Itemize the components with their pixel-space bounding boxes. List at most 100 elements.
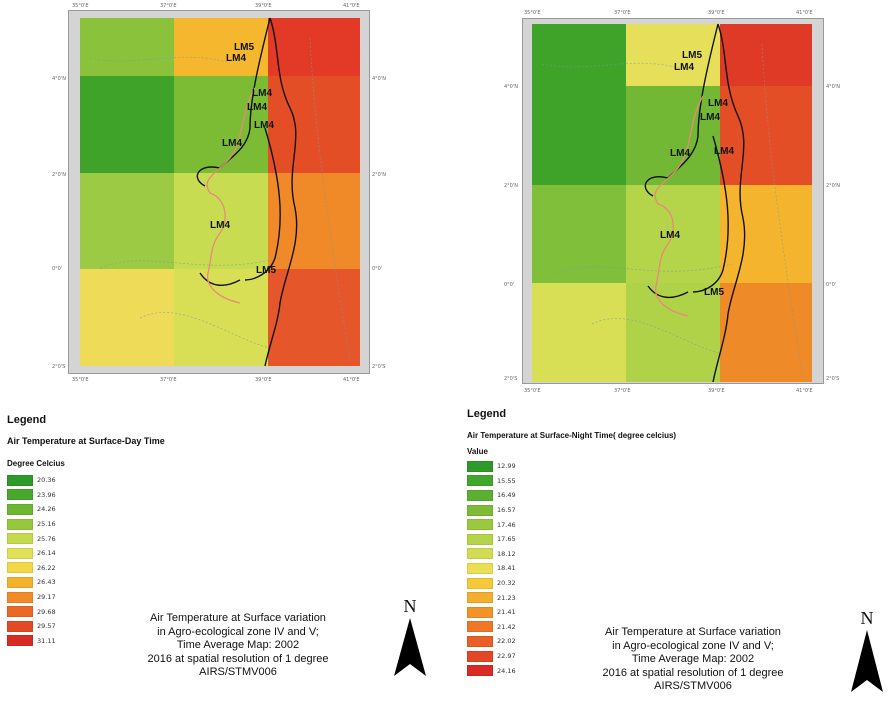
legend-value: 15.55	[497, 476, 516, 485]
caption-line: Time Average Map: 2002	[631, 653, 755, 665]
legend-swatch	[7, 547, 33, 559]
legend-value: 24.26	[37, 505, 56, 514]
legend-swatch	[467, 475, 493, 487]
legend-value: 12.99	[497, 462, 516, 471]
legend-swatch	[7, 474, 33, 486]
grid-cell	[268, 173, 360, 269]
zone-label: LM5	[704, 287, 724, 298]
legend-value: 26.43	[37, 578, 56, 587]
legend-swatch	[467, 606, 493, 618]
tick-label: 37°0'E	[160, 3, 177, 9]
legend-item: 21.41	[467, 605, 516, 620]
legend-swatch	[467, 650, 493, 662]
legend-swatch	[7, 518, 33, 530]
tick-label: 4°0'N	[826, 84, 840, 90]
legend-swatch	[467, 533, 493, 545]
grid-cell	[720, 185, 812, 283]
north-letter: N	[860, 608, 874, 628]
legend-value: 16.49	[497, 491, 516, 500]
grid-cell	[626, 283, 720, 382]
legend-swatch	[7, 620, 33, 632]
legend-value: 26.22	[37, 563, 56, 572]
grid-cell	[80, 173, 174, 269]
legend-value: 18.41	[497, 564, 516, 573]
legend-item: 29.57	[7, 619, 56, 634]
caption-line: 2016 at spatial resolution of 1 degree	[602, 666, 784, 679]
tick-label: 0°0'	[52, 266, 63, 272]
zone-label: LM4	[252, 88, 272, 99]
zone-label: LM5	[256, 265, 276, 276]
zone-label: LM4	[254, 120, 274, 131]
grid-cell	[80, 76, 174, 173]
tick-label: 2°0'S	[504, 376, 518, 382]
legend-swatch	[467, 665, 493, 677]
legend-value: 20.32	[497, 579, 516, 588]
grid-cell	[268, 269, 360, 366]
legend-value: 26.14	[37, 549, 56, 558]
grid-cell	[174, 173, 268, 269]
north-letter: N	[403, 596, 417, 616]
tick-label: 35°0'E	[72, 3, 89, 9]
legend-item: 17.65	[467, 532, 516, 547]
tick-label: 0°0'	[372, 266, 383, 272]
caption-line: in Agro-ecological zone IV and V;	[612, 639, 774, 652]
legend-item: 26.22	[7, 561, 56, 576]
legend-swatch	[467, 562, 493, 574]
legend-item: 25.16	[7, 517, 56, 532]
legend-item: 26.14	[7, 546, 56, 561]
legend-value: 25.16	[37, 520, 56, 529]
north-arrow-icon	[394, 618, 426, 676]
legend-value: 23.96	[37, 490, 56, 499]
tick-label: 41°0'E	[343, 3, 360, 9]
legend-item: 21.23	[467, 590, 516, 605]
legend-swatch	[467, 519, 493, 531]
legend-value: 21.42	[497, 622, 516, 631]
legend-swatch	[467, 621, 493, 633]
tick-label: 35°0'E	[524, 388, 541, 394]
tick-label: 2°0'N	[372, 172, 386, 178]
grid-cell	[626, 24, 720, 86]
legend-item: 20.32	[467, 576, 516, 591]
legend-value: 31.11	[37, 636, 56, 645]
zone-label: LM4	[660, 230, 680, 241]
legend-swatch	[467, 460, 493, 472]
caption-line: Air Temperature at Surface variation	[150, 612, 326, 624]
caption-line: AIRS/STMV006	[199, 666, 277, 678]
legend-value: 17.46	[497, 520, 516, 529]
legend-title: Legend	[7, 414, 47, 426]
tick-label: 39°0'E	[708, 388, 725, 394]
grid-cell	[80, 269, 174, 366]
grid-cell	[268, 18, 360, 76]
tick-label: 35°0'E	[524, 10, 541, 16]
tick-label: 41°0'E	[796, 10, 813, 16]
legend-value: 17.65	[497, 535, 516, 544]
caption-line: Time Average Map: 2002	[176, 639, 300, 651]
legend-swatch	[7, 562, 33, 574]
day-map-caption: Air Temperature at Surface variation in …	[118, 612, 358, 680]
grid-cell	[532, 24, 626, 86]
zone-label: LM4	[714, 146, 734, 157]
legend-value: 29.68	[37, 607, 56, 616]
day-temperature-grid	[80, 18, 360, 366]
zone-label: LM4	[226, 53, 246, 64]
legend-item: 31.11	[7, 634, 56, 649]
zone-label: LM4	[700, 112, 720, 123]
grid-cell	[532, 283, 626, 382]
legend-item: 24.26	[7, 502, 56, 517]
tick-label: 37°0'E	[614, 10, 631, 16]
zone-label: LM5	[234, 42, 254, 53]
zone-label: LM4	[222, 138, 242, 149]
grid-cell	[720, 283, 812, 382]
legend-value: 25.76	[37, 534, 56, 543]
tick-label: 2°0'S	[52, 364, 66, 370]
grid-cell	[720, 86, 812, 185]
legend-item: 25.76	[7, 531, 56, 546]
night-temperature-grid	[532, 24, 812, 382]
zone-label: LM4	[708, 98, 728, 109]
legend-item: 22.02	[467, 634, 516, 649]
legend-item: 17.46	[467, 517, 516, 532]
caption-line: AIRS/STMV006	[654, 680, 732, 692]
legend-value: 21.23	[497, 593, 516, 602]
legend-field-name: Value	[467, 447, 488, 456]
grid-cell	[532, 86, 626, 185]
